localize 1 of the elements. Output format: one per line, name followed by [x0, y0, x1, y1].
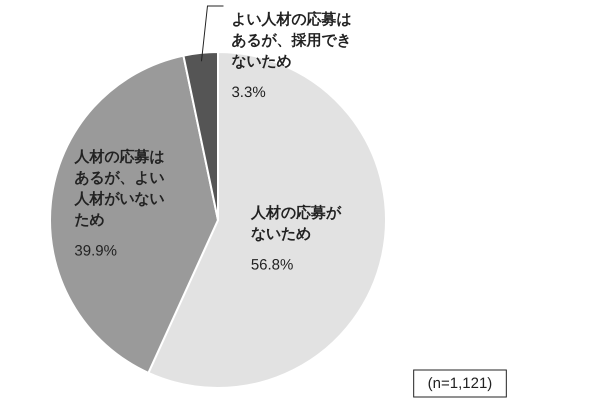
annotation: (n=1,121) [413, 370, 507, 398]
